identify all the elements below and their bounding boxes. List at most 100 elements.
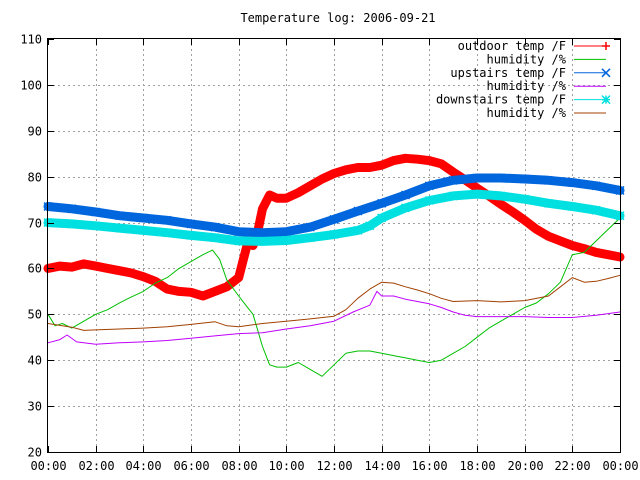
data-point	[79, 259, 88, 268]
data-point	[281, 227, 291, 237]
x-tick-label: 04:00	[125, 459, 161, 473]
data-point	[448, 191, 458, 201]
data-point	[234, 227, 244, 237]
data-point	[377, 161, 386, 170]
data-point	[306, 181, 315, 190]
legend-label: humidity /%	[487, 106, 567, 120]
data-point	[305, 222, 315, 232]
data-point	[115, 266, 124, 275]
data-point	[186, 219, 196, 229]
data-point	[138, 213, 148, 223]
data-point	[239, 255, 248, 264]
data-point	[520, 216, 529, 225]
data-point	[162, 215, 172, 225]
legend-label: downstairs temp /F	[436, 93, 566, 107]
data-point	[496, 173, 506, 183]
data-point	[400, 203, 411, 213]
y-tick-label: 100	[20, 79, 42, 93]
series-2	[47, 217, 621, 377]
data-point	[520, 174, 530, 184]
x-tick-label: 22:00	[554, 459, 590, 473]
data-point	[114, 211, 125, 221]
legend-label: outdoor temp /F	[458, 39, 566, 53]
data-point	[413, 155, 422, 164]
data-point	[496, 191, 506, 201]
x-tick-label: 06:00	[173, 459, 209, 473]
data-point	[127, 269, 136, 278]
legend-marker	[602, 42, 610, 50]
axis-ticks: 20 30 40 50 60 70 80 90 100 110 00:00 02:00 04:00 06:…	[20, 33, 638, 474]
data-point	[67, 219, 77, 229]
data-point	[353, 225, 363, 235]
data-point	[163, 285, 172, 294]
data-point	[543, 175, 554, 185]
data-point	[353, 163, 362, 172]
data-point	[187, 288, 195, 297]
y-tick-label: 90	[28, 125, 42, 139]
data-point	[567, 178, 577, 188]
data-point	[281, 235, 291, 245]
y-tick-label: 80	[28, 171, 42, 185]
data-point	[389, 156, 398, 165]
legend-label: humidity /%	[487, 79, 567, 93]
data-point	[186, 230, 196, 240]
plot-frame	[47, 38, 621, 453]
data-point	[91, 221, 101, 231]
x-tick-label: 00:00	[30, 459, 66, 473]
x-tick-label: 00:00	[602, 459, 638, 473]
y-tick-label: 110	[20, 33, 42, 47]
data-point	[257, 236, 268, 246]
y-tick-label: 60	[28, 262, 42, 276]
data-point	[222, 282, 231, 291]
series-1	[43, 153, 625, 301]
data-point	[234, 236, 244, 246]
x-tick-label: 02:00	[78, 459, 114, 473]
data-point	[592, 248, 601, 257]
data-point	[544, 232, 553, 241]
data-point	[377, 213, 387, 223]
data-point	[318, 174, 327, 183]
data-point	[424, 181, 434, 191]
data-point	[377, 198, 387, 208]
series-group	[43, 153, 625, 377]
data-point	[330, 169, 338, 178]
data-point	[472, 189, 482, 199]
data-point	[556, 236, 565, 245]
series-line	[47, 274, 621, 331]
data-point	[365, 221, 375, 231]
data-point	[591, 181, 601, 191]
data-point	[103, 264, 112, 273]
data-point	[210, 233, 220, 243]
data-point	[341, 165, 350, 174]
data-point	[520, 194, 530, 204]
series-line	[47, 290, 621, 345]
legend-label: upstairs temp /F	[450, 66, 566, 80]
x-tick-label: 16:00	[411, 459, 447, 473]
data-point	[424, 195, 434, 206]
x-tick-label: 08:00	[221, 459, 257, 473]
data-point	[55, 262, 64, 271]
data-point	[282, 194, 291, 203]
data-point	[591, 205, 601, 215]
x-tick-label: 14:00	[364, 459, 400, 473]
series-6	[47, 274, 621, 331]
data-point	[114, 223, 125, 233]
data-point	[329, 214, 339, 224]
legend-marker	[601, 68, 611, 78]
data-point	[437, 159, 446, 168]
data-point	[151, 277, 160, 286]
data-point	[294, 188, 303, 197]
data-point	[353, 206, 363, 216]
y-tick-label: 30	[28, 400, 42, 414]
data-point	[305, 233, 315, 243]
data-point	[329, 229, 339, 240]
data-point	[210, 287, 219, 296]
data-point	[265, 191, 274, 200]
data-point	[568, 241, 577, 250]
data-point	[272, 194, 281, 203]
data-point	[496, 200, 505, 209]
data-point	[567, 201, 577, 212]
data-point	[532, 225, 541, 234]
data-point	[449, 168, 458, 177]
